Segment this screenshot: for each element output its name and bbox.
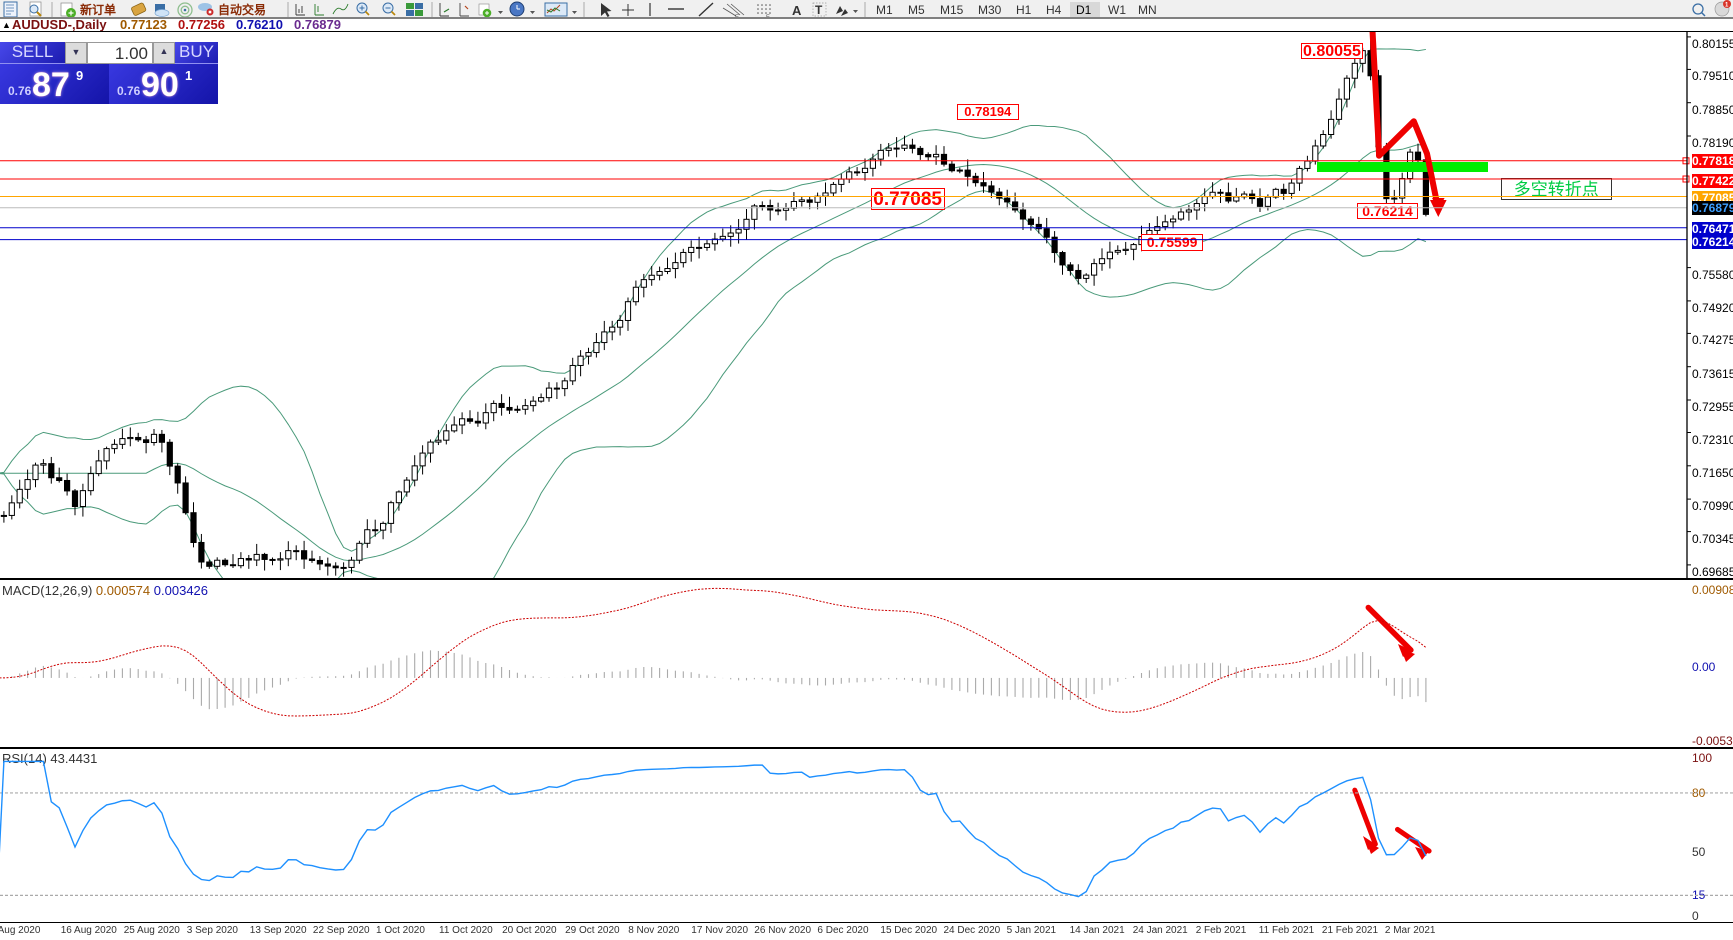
svg-text:T: T — [815, 3, 823, 17]
svg-text:M15: M15 — [940, 3, 964, 17]
svg-text:A: A — [792, 3, 802, 18]
svg-text:M1: M1 — [876, 3, 893, 17]
svg-text:新订单: 新订单 — [80, 2, 116, 17]
svg-text:W1: W1 — [1108, 3, 1126, 17]
svg-text:H4: H4 — [1046, 3, 1062, 17]
svg-text:M5: M5 — [908, 3, 925, 17]
svg-text:自动交易: 自动交易 — [218, 2, 266, 17]
svg-text:D1: D1 — [1076, 3, 1092, 17]
svg-text:H1: H1 — [1016, 3, 1032, 17]
svg-text:MN: MN — [1138, 3, 1157, 17]
svg-text:M30: M30 — [978, 3, 1002, 17]
